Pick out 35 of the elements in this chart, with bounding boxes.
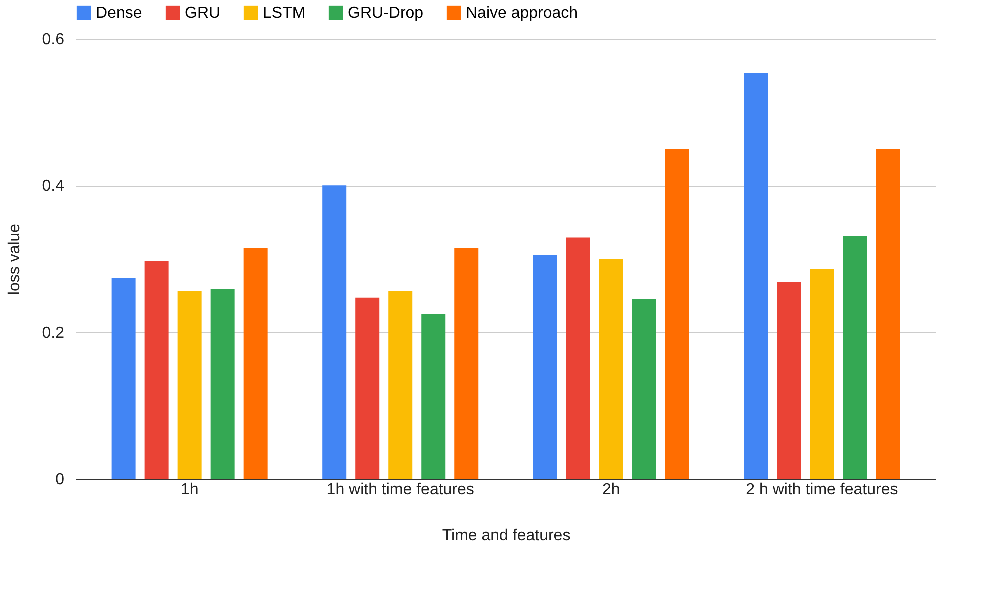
legend-label: Naive approach [466, 5, 578, 22]
bar [244, 248, 268, 479]
bar [454, 248, 479, 479]
legend-label: LSTM [263, 5, 306, 22]
bar [876, 149, 900, 479]
y-tick-label: 0.4 [42, 178, 65, 196]
legend-label: GRU [185, 5, 221, 22]
bar [566, 238, 590, 479]
bar [632, 299, 656, 479]
y-axis-title: loss value [6, 224, 24, 296]
x-axis-title: Time and features [442, 528, 571, 544]
bar [777, 282, 802, 479]
legend-label: GRU-Drop [348, 5, 424, 22]
x-tick-label: 2h [602, 482, 620, 498]
y-tick-label: 0.6 [42, 32, 65, 48]
bar [422, 314, 446, 479]
bar [744, 73, 768, 479]
bar [210, 289, 235, 479]
bar [112, 278, 136, 479]
bar [843, 236, 868, 479]
legend-label: Dense [96, 5, 142, 22]
bar [810, 269, 834, 479]
bar [533, 255, 558, 479]
bar [178, 291, 202, 479]
bar [144, 261, 169, 479]
bar [599, 259, 624, 479]
x-tick-label: 1h [180, 482, 199, 498]
y-tick-label: 0.2 [42, 324, 65, 342]
bar [665, 149, 690, 479]
bar [356, 298, 380, 479]
y-tick-label: 0 [56, 472, 65, 488]
x-tick-label: 1h with time features [326, 482, 474, 498]
bar [322, 186, 347, 479]
x-tick-label: 2 h with time features [746, 482, 898, 498]
bar [388, 291, 413, 479]
